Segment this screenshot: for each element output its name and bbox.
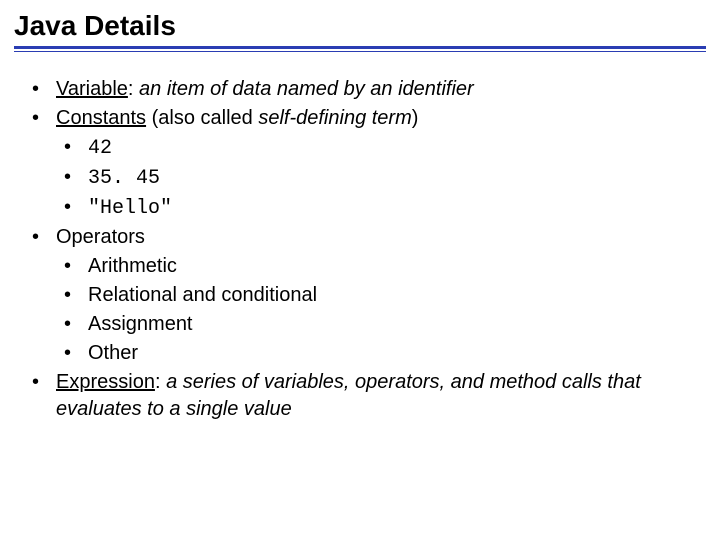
op-relational: Relational and conditional (56, 282, 696, 309)
code-hello: "Hello" (88, 197, 172, 220)
constants-italic: self-defining term (258, 107, 411, 129)
term-constants: Constants (56, 107, 146, 129)
term-variable: Variable (56, 78, 128, 100)
bullet-list: Variable: an item of data named by an id… (24, 76, 696, 423)
op-assignment: Assignment (56, 311, 696, 338)
constant-3545: 35. 45 (56, 164, 696, 192)
bullet-expression: Expression: a series of variables, opera… (24, 369, 696, 423)
bullet-operators: Operators Arithmetic Relational and cond… (24, 224, 696, 367)
constant-42: 42 (56, 134, 696, 162)
term-expression: Expression (56, 371, 155, 393)
constant-hello: "Hello" (56, 194, 696, 222)
content-area: Variable: an item of data named by an id… (0, 54, 720, 423)
op-arithmetic-label: Arithmetic (88, 255, 177, 277)
constants-rest: (also called (146, 107, 258, 129)
title-rule-thick (14, 46, 706, 49)
desc-variable: an item of data named by an identifier (139, 78, 474, 100)
title-rule-thin (14, 51, 706, 52)
code-42: 42 (88, 137, 112, 160)
op-relational-label: Relational and conditional (88, 284, 317, 306)
sep: : (128, 78, 139, 100)
operators-label: Operators (56, 226, 145, 248)
constants-sublist: 42 35. 45 "Hello" (56, 134, 696, 222)
op-other: Other (56, 340, 696, 367)
op-other-label: Other (88, 342, 138, 364)
op-arithmetic: Arithmetic (56, 253, 696, 280)
op-assignment-label: Assignment (88, 313, 193, 335)
code-3545: 35. 45 (88, 167, 160, 190)
bullet-variable: Variable: an item of data named by an id… (24, 76, 696, 103)
slide-title: Java Details (14, 10, 706, 42)
constants-close: ) (412, 107, 419, 129)
slide: Java Details Variable: an item of data n… (0, 0, 720, 540)
title-area: Java Details (0, 0, 720, 54)
bullet-constants: Constants (also called self-defining ter… (24, 105, 696, 222)
operators-sublist: Arithmetic Relational and conditional As… (56, 253, 696, 367)
sep-expr: : (155, 371, 166, 393)
